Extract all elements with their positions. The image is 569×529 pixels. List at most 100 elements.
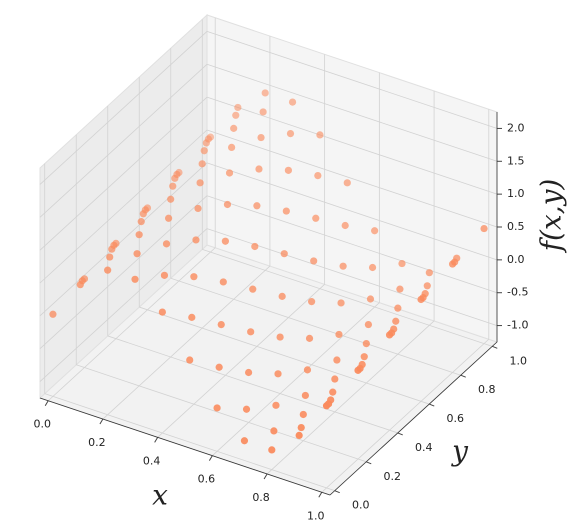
data-point xyxy=(175,168,183,177)
x-tick xyxy=(263,473,268,480)
data-point xyxy=(167,195,175,203)
data-point xyxy=(282,207,290,215)
y-tick-label: 0.8 xyxy=(478,383,496,396)
data-point xyxy=(385,331,394,339)
data-point xyxy=(198,160,206,168)
z-tick-label: 1.5 xyxy=(507,154,525,167)
data-point xyxy=(158,308,166,316)
data-point xyxy=(276,333,284,341)
data-point xyxy=(261,89,269,97)
data-point xyxy=(341,221,349,230)
x-tick xyxy=(44,400,49,407)
data-point xyxy=(202,139,210,147)
data-point xyxy=(274,370,282,378)
data-point xyxy=(247,328,255,336)
grid-line xyxy=(206,96,498,195)
x-tick-label: 0.4 xyxy=(143,454,161,467)
grid-line xyxy=(39,195,208,350)
data-point xyxy=(249,285,257,293)
data-point xyxy=(288,98,297,106)
data-point xyxy=(270,427,278,435)
y-tick xyxy=(397,432,403,436)
data-point xyxy=(390,325,398,333)
x-tick-label: 0.8 xyxy=(252,491,270,504)
z-tick-label: 0.5 xyxy=(507,220,525,233)
data-point xyxy=(295,431,303,440)
data-point xyxy=(396,285,404,293)
x-tick-label: 0.6 xyxy=(198,473,216,486)
x-tick-label: 0.2 xyxy=(88,436,106,449)
grid-line xyxy=(39,162,208,317)
x-tick xyxy=(318,491,323,498)
data-point xyxy=(322,402,331,410)
data-point xyxy=(343,179,351,187)
y-tick xyxy=(429,403,435,407)
data-point xyxy=(234,103,242,112)
data-point xyxy=(316,131,324,139)
grid-line xyxy=(47,247,216,402)
y-tick xyxy=(492,345,498,349)
x-tick-label: 1.0 xyxy=(307,509,325,522)
data-point xyxy=(421,290,429,298)
data-point xyxy=(417,295,425,304)
data-point xyxy=(314,172,322,180)
grid-line xyxy=(44,393,335,492)
y-axis-line xyxy=(329,341,498,496)
data-point xyxy=(232,111,240,119)
data-point xyxy=(394,304,402,312)
data-point xyxy=(104,266,112,274)
data-point xyxy=(360,353,368,361)
data-point xyxy=(453,254,461,262)
data-point xyxy=(244,368,253,377)
z-tick-label: -0.5 xyxy=(507,286,528,299)
z-tick-label: 0.0 xyxy=(507,253,525,266)
data-point xyxy=(310,257,318,265)
data-point xyxy=(299,410,307,419)
grid-line xyxy=(170,277,461,376)
grid-line xyxy=(107,335,398,434)
grid-line xyxy=(76,364,367,463)
grid-line xyxy=(206,195,498,294)
data-point xyxy=(80,275,89,283)
x-axis-title: x xyxy=(152,479,168,512)
data-point xyxy=(392,317,400,325)
data-point xyxy=(242,405,251,413)
data-point xyxy=(188,313,196,321)
grid-line xyxy=(206,31,498,129)
data-point xyxy=(257,133,265,142)
data-point xyxy=(131,275,139,283)
data-point xyxy=(305,334,314,342)
data-point xyxy=(223,200,232,209)
data-point xyxy=(219,278,227,286)
grid-line xyxy=(202,248,493,347)
data-point xyxy=(480,224,488,233)
data-point xyxy=(284,166,293,174)
grid-line xyxy=(206,129,498,228)
grid-line xyxy=(206,63,498,162)
data-point xyxy=(108,245,116,253)
grid-line xyxy=(39,129,208,284)
data-point xyxy=(308,298,316,306)
data-point xyxy=(164,214,173,222)
data-point xyxy=(339,262,347,270)
data-point xyxy=(112,239,120,247)
grid-line xyxy=(39,63,208,218)
data-point xyxy=(76,281,84,289)
x-tick xyxy=(208,455,213,461)
z-tick-label: -1.0 xyxy=(507,319,528,332)
y-tick-label: 0.0 xyxy=(352,499,370,512)
data-point xyxy=(206,133,215,141)
data-point xyxy=(272,401,280,409)
data-point xyxy=(225,169,234,177)
data-point xyxy=(280,250,288,258)
y-tick xyxy=(366,461,372,465)
data-point xyxy=(297,423,305,432)
data-point xyxy=(169,182,177,190)
data-point xyxy=(255,165,263,173)
data-point xyxy=(139,210,147,218)
data-point xyxy=(133,250,141,258)
data-point xyxy=(312,214,320,222)
data-point xyxy=(186,356,194,364)
data-point xyxy=(358,360,366,369)
grid-line xyxy=(157,284,325,438)
